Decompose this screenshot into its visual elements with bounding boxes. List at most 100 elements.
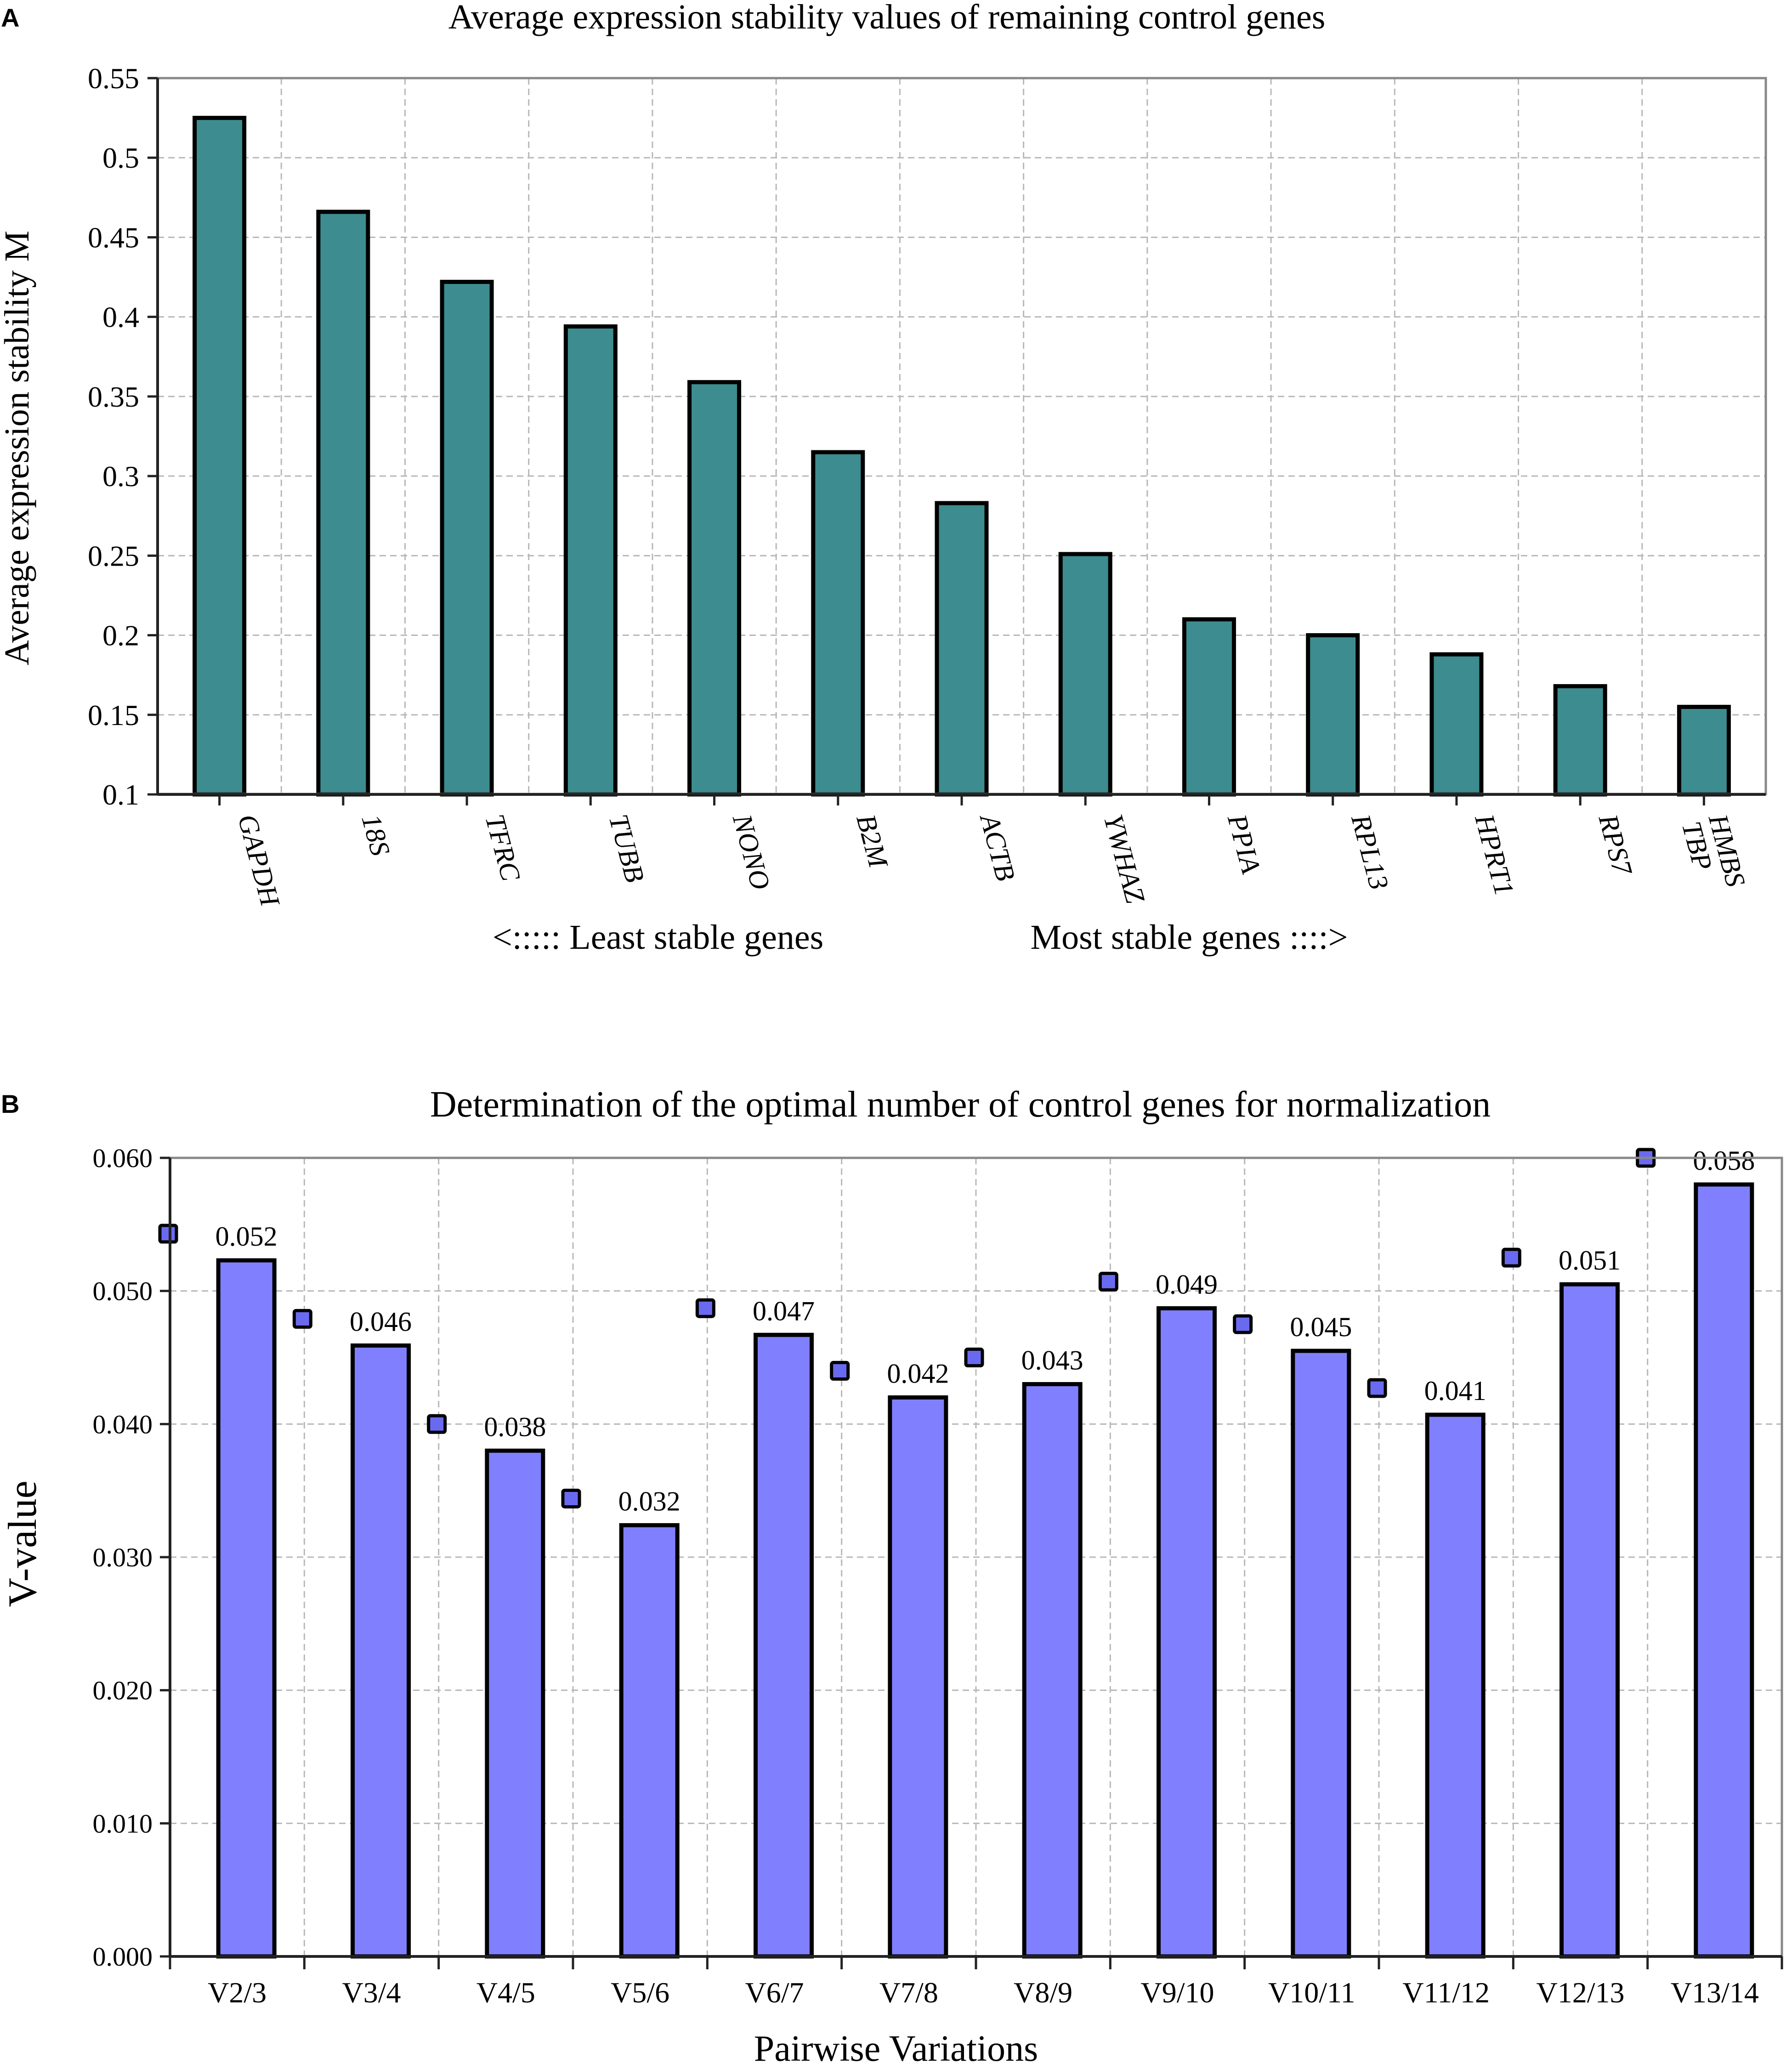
panel-a-x-tick-label: 18S xyxy=(356,811,396,859)
panel-b-data-label: 0.058 xyxy=(1693,1145,1755,1176)
panel-b-x-tick-label: V3/4 xyxy=(342,1976,401,2009)
panel-b-marker xyxy=(1501,1247,1521,1268)
panel-b-label: B xyxy=(1,1089,19,1118)
panel-a-x-label-right: Most stable genes ::::> xyxy=(1031,918,1348,957)
panel-b-bar xyxy=(1559,1282,1620,1959)
panel-a-y-tick-label: 0.55 xyxy=(88,62,139,95)
panel-a-y-tick-label: 0.2 xyxy=(102,619,139,652)
panel-b-marker xyxy=(1367,1378,1387,1398)
panel-b-data-label: 0.046 xyxy=(350,1306,412,1337)
panel-b-data-label: 0.049 xyxy=(1156,1269,1218,1299)
panel-b-marker xyxy=(1233,1314,1253,1334)
panel-b-x-tick-label: V11/12 xyxy=(1402,1976,1490,2009)
panel-b-bar xyxy=(754,1332,814,1959)
panel-b-y-tick-label: 0.010 xyxy=(93,1808,153,1838)
panel-a-x-ticks: GAPDH 18S TFRC TUBB NONO B2M ACTB YWHAZ PPIA RPL1… xyxy=(218,794,1751,911)
panel-b-y-tick-label: 0.040 xyxy=(93,1409,153,1439)
panel-b-bars: 0.052 0.046 0.038 0.032 0.047 0.042 0.043 0.049… xyxy=(158,1145,1755,1959)
panel-b-data-label: 0.032 xyxy=(618,1486,681,1516)
panel-b-x-tick-label: V5/6 xyxy=(611,1976,669,2009)
panel-a-x-tick-label: PPIA xyxy=(1222,811,1267,877)
panel-a-y-axis-label: Average expression stability M xyxy=(0,231,36,665)
panel-b-y-tick-label: 0.060 xyxy=(93,1143,153,1173)
panel-a-bar xyxy=(563,324,618,797)
panel-a-bar xyxy=(1677,704,1731,797)
panel-b-bar xyxy=(485,1448,545,1959)
panel-a-x-tick-label: GAPDH xyxy=(232,811,286,911)
panel-b-bar xyxy=(1157,1306,1217,1959)
panel-a-bar xyxy=(935,501,989,797)
panel-b-x-tick-label: V8/9 xyxy=(1014,1976,1072,2009)
panel-a-label: A xyxy=(1,3,19,32)
panel-a-x-tick-label: HMBSTBP xyxy=(1676,811,1751,897)
panel-a-bar xyxy=(1306,633,1360,797)
panel-b-x-tick-label: V2/3 xyxy=(208,1976,267,2009)
panel-b-x-tick-label: V12/13 xyxy=(1537,1976,1625,2009)
panel-b-x-ticks: V2/3 V3/4 V4/5 V5/6 V6/7 V7/8 V8/9 V9/10 V10/11 V… xyxy=(169,1956,1783,2009)
panel-a-y-ticks: 0.1 0.15 0.2 0.25 0.3 0.35 0.4 0.45 0.5 0.55 xyxy=(88,62,158,811)
panel-b-marker xyxy=(561,1488,581,1508)
panel-b-y-axis-label: V-value xyxy=(0,1480,45,1607)
panel-b-bar xyxy=(888,1395,948,1959)
panel-a-y-tick-label: 0.45 xyxy=(88,221,139,254)
panel-a-bars xyxy=(193,116,1731,797)
panel-a-x-tick-label: NONO xyxy=(727,811,776,893)
panel-a-bar xyxy=(687,380,742,797)
panel-a-x-tick-label: RPS7 xyxy=(1593,811,1638,879)
panel-a-x-tick-label: ACTB xyxy=(974,809,1021,884)
panel-b-x-tick-label: V9/10 xyxy=(1141,1976,1214,2009)
panel-a-y-tick-label: 0.4 xyxy=(102,301,139,334)
panel-a-bar xyxy=(1429,652,1484,797)
panel-b-data-label: 0.042 xyxy=(887,1358,949,1389)
panel-b-title: Determination of the optimal number of c… xyxy=(430,1084,1491,1125)
panel-b-bar xyxy=(1022,1382,1083,1959)
panel-a-x-tick-label: YWHAZ xyxy=(1098,811,1151,907)
panel-a-bar xyxy=(1058,552,1112,797)
panel-b-data-label: 0.045 xyxy=(1290,1312,1352,1342)
panel-b-y-ticks: 0.000 0.010 0.020 0.030 0.040 0.050 0.060 xyxy=(93,1143,170,1972)
panel-a-y-tick-label: 0.1 xyxy=(102,778,139,811)
panel-a-bar xyxy=(440,279,494,797)
panel-b-data-label: 0.052 xyxy=(215,1221,278,1252)
panel-b-marker xyxy=(695,1298,715,1318)
panel-a-bar xyxy=(316,210,370,797)
panel-b-y-tick-label: 0.000 xyxy=(93,1942,153,1972)
panel-b-x-tick-label: V6/7 xyxy=(745,1976,804,2009)
panel-b-marker xyxy=(158,1224,178,1244)
panel-b-data-label: 0.041 xyxy=(1424,1376,1486,1406)
panel-a-x-tick-label: B2M xyxy=(851,811,894,872)
panel-b-bar xyxy=(619,1523,680,1959)
panel-a-bar xyxy=(811,450,865,797)
panel-a-x-tick-label: RPL13 xyxy=(1345,811,1395,893)
panel-a-y-tick-label: 0.3 xyxy=(102,460,139,493)
panel-a-y-tick-label: 0.35 xyxy=(88,380,139,413)
panel-a-x-label-left: <::::: Least stable genes xyxy=(493,918,823,957)
panel-b-x-tick-label: V13/14 xyxy=(1671,1976,1759,2009)
panel-b-x-tick-label: V7/8 xyxy=(879,1976,938,2009)
panel-b-marker xyxy=(830,1360,850,1381)
panel-a-bar xyxy=(1182,617,1236,797)
panel-b-y-tick-label: 0.030 xyxy=(93,1542,153,1572)
panel-a-y-tick-label: 0.15 xyxy=(88,699,139,731)
panel-b-y-tick-label: 0.050 xyxy=(93,1276,153,1306)
panel-b-bar xyxy=(1694,1182,1754,1959)
panel-a-y-tick-label: 0.5 xyxy=(102,142,139,174)
panel-b-data-label: 0.038 xyxy=(484,1411,546,1442)
panel-b-bar xyxy=(1425,1412,1486,1959)
panel-a-bar xyxy=(1553,684,1607,797)
panel-b-marker xyxy=(964,1347,984,1367)
panel-b-bar xyxy=(216,1258,277,1959)
panel-b-data-label: 0.051 xyxy=(1559,1245,1621,1275)
panel-a-bar xyxy=(193,116,247,797)
panel-b-bar xyxy=(351,1343,411,1959)
panel-b-x-tick-label: V4/5 xyxy=(476,1976,535,2009)
panel-b-x-axis-label: Pairwise Variations xyxy=(754,2029,1038,2069)
panel-a: A Average expression stability values of… xyxy=(0,0,1767,957)
panel-a-x-tick-label: HPRT1 xyxy=(1469,811,1520,899)
panel-b-bar xyxy=(1291,1349,1351,1959)
panel-b-marker xyxy=(427,1414,447,1434)
panel-b-marker xyxy=(1098,1271,1118,1292)
panel-a-x-tick-label: TFRC xyxy=(480,811,527,884)
panel-b-data-label: 0.047 xyxy=(753,1296,815,1326)
